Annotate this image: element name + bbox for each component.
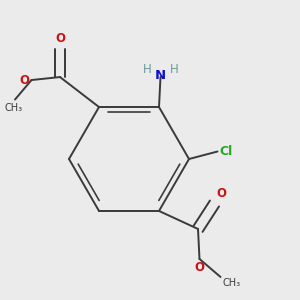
Text: O: O [216,188,226,200]
Text: CH₃: CH₃ [222,278,240,289]
Text: O: O [19,74,29,86]
Text: H: H [142,63,152,76]
Text: H: H [169,63,178,76]
Text: CH₃: CH₃ [4,103,22,113]
Text: Cl: Cl [219,145,232,158]
Text: O: O [194,261,205,274]
Text: O: O [55,32,65,45]
Text: N: N [155,69,166,82]
